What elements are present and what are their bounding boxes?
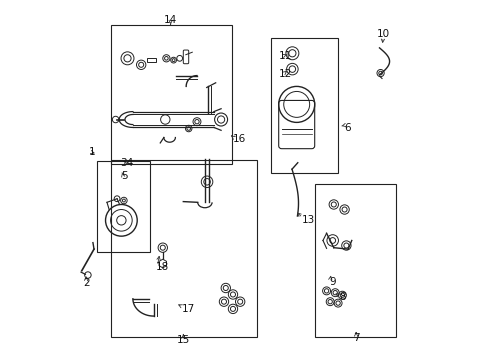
Text: 34: 34 xyxy=(120,158,133,168)
Text: 11: 11 xyxy=(278,51,291,61)
Text: 14: 14 xyxy=(164,15,177,25)
Text: 1: 1 xyxy=(89,147,96,157)
Text: 9: 9 xyxy=(328,276,335,287)
Text: 13: 13 xyxy=(302,215,315,225)
Text: 18: 18 xyxy=(156,262,169,272)
Text: 16: 16 xyxy=(232,134,246,144)
Text: 12: 12 xyxy=(278,69,291,79)
Text: 8: 8 xyxy=(338,292,345,302)
FancyBboxPatch shape xyxy=(183,50,188,64)
Text: 10: 10 xyxy=(376,29,389,39)
Text: 17: 17 xyxy=(181,304,194,314)
Text: 7: 7 xyxy=(352,333,359,343)
Text: 2: 2 xyxy=(82,278,89,288)
FancyBboxPatch shape xyxy=(146,58,155,62)
Text: 15: 15 xyxy=(176,335,189,345)
Text: 5: 5 xyxy=(121,171,128,181)
FancyBboxPatch shape xyxy=(278,100,314,149)
Text: 6: 6 xyxy=(344,123,350,133)
